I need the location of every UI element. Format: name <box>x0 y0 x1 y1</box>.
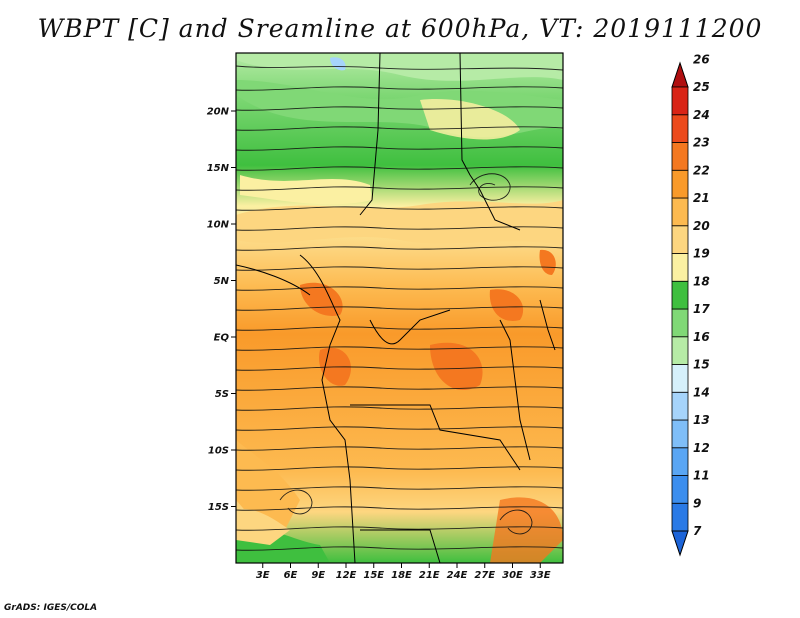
lon-tick-label: 15E <box>363 570 384 581</box>
lat-tick-label: 15S <box>208 502 229 513</box>
colorbar-label: 21 <box>693 191 710 205</box>
colorbar-swatch <box>671 280 689 310</box>
colorbar-label: 20 <box>693 219 710 233</box>
lon-tick-label: 9E <box>311 570 325 581</box>
streamlines <box>236 65 563 551</box>
lat-tick-label: 20N <box>207 107 230 118</box>
lon-tick-label: 27E <box>474 570 495 581</box>
colorbar-swatch <box>671 197 689 227</box>
lon-tick-label: 18E <box>391 570 412 581</box>
lon-tick-label: 21E <box>419 570 440 581</box>
colorbar-swatch <box>671 253 689 282</box>
colorbar-label: 16 <box>693 330 710 344</box>
colorbar-label: 12 <box>693 441 710 455</box>
lat-tick-label: 15N <box>207 163 230 174</box>
lat-tick-label: 10S <box>208 446 229 457</box>
colorbar-swatch <box>671 391 689 421</box>
colorbar-swatch <box>671 419 689 449</box>
colorbar-label: 23 <box>693 136 710 150</box>
lat-tick-label: 5S <box>215 389 229 400</box>
colorbar-bottom-arrow <box>671 530 689 557</box>
colorbar-label: 9 <box>693 496 701 510</box>
latitude-axis: 20N 15N 10N 5N EQ 5S 10S 15S <box>207 107 236 513</box>
colorbar-label: 14 <box>693 385 710 399</box>
colorbar-swatch <box>671 447 689 476</box>
colorbar-swatch <box>671 169 689 199</box>
map-frame <box>235 52 564 564</box>
lon-tick-label: 6E <box>284 570 298 581</box>
colorbar-label: 22 <box>693 163 710 177</box>
colorbar-label: 26 <box>693 52 710 66</box>
colorbar-label: 24 <box>693 108 710 122</box>
lat-tick-label: EQ <box>214 333 230 344</box>
colorbar-swatch <box>671 86 689 116</box>
colorbar-top-arrow <box>671 61 689 88</box>
lat-tick-label: 5N <box>214 276 230 287</box>
colorbar-swatch <box>671 336 689 365</box>
lon-tick-label: 30E <box>502 570 523 581</box>
longitude-axis: 3E 6E 9E 12E 15E 18E 21E 24E 27E 30E 33E <box>256 563 551 581</box>
colorbar-swatch <box>671 308 689 338</box>
colorbar-swatch <box>671 142 689 171</box>
colorbar-label: 18 <box>693 274 710 288</box>
lon-tick-label: 33E <box>530 570 551 581</box>
colorbar-label: 17 <box>693 302 710 316</box>
credit-text: GrADS: IGES/COLA <box>4 603 98 613</box>
colorbar-label: 7 <box>693 524 702 538</box>
colorbar-label: 15 <box>693 358 710 372</box>
country-borders <box>236 53 556 563</box>
colorbar: 7 9 11 12 13 14 15 16 17 18 19 20 21 22 23 24 25 26 <box>671 52 710 557</box>
colorbar-label: 13 <box>693 413 710 427</box>
lat-tick-label: 10N <box>207 220 230 231</box>
colorbar-label: 25 <box>693 80 710 94</box>
colorbar-swatch <box>671 475 689 504</box>
chart-title: WBPT [C] and Sreamline at 600hPa, VT: 20… <box>37 14 763 43</box>
lon-tick-label: 3E <box>256 570 270 581</box>
wbpt-field <box>236 53 563 563</box>
lon-tick-label: 24E <box>447 570 468 581</box>
colorbar-swatch <box>671 225 689 254</box>
colorbar-swatch <box>671 114 689 143</box>
lon-tick-label: 12E <box>336 570 357 581</box>
colorbar-swatch <box>671 364 689 393</box>
colorbar-label: 19 <box>693 247 710 261</box>
colorbar-label: 11 <box>693 469 710 483</box>
colorbar-swatch <box>671 502 689 532</box>
